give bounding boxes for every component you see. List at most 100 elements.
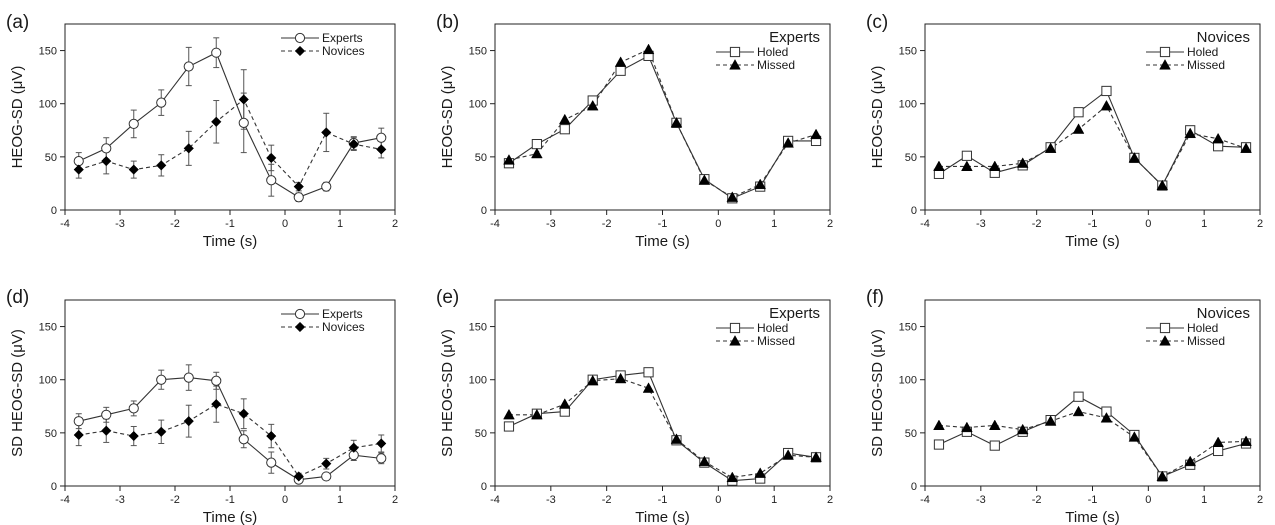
x-tick-label: 1 <box>1201 218 1207 230</box>
panel-letter: (a) <box>6 12 29 33</box>
x-tick-label: 1 <box>337 494 343 506</box>
data-point-novices <box>211 116 222 127</box>
data-point-missed <box>558 398 571 409</box>
data-point-novices <box>266 152 277 164</box>
data-point-holed <box>1101 85 1112 97</box>
data-point-missed <box>1100 99 1113 111</box>
x-tick-label: -4 <box>920 494 930 506</box>
x-tick-label: -4 <box>60 494 70 506</box>
data-point-missed <box>754 178 767 190</box>
data-point-missed <box>961 421 973 433</box>
data-point-novices <box>101 425 112 436</box>
data-point-missed <box>1240 142 1252 153</box>
legend-marker <box>729 46 741 58</box>
data-point-missed <box>614 372 627 384</box>
x-tick-label: 1 <box>771 218 777 230</box>
y-tick-label: 150 <box>39 322 57 334</box>
y-axis-title: SD HEOG-SD (μV) <box>869 329 886 457</box>
legend-marker <box>294 45 306 57</box>
legend-label: Missed <box>1187 58 1225 72</box>
x-tick-label: -3 <box>115 494 125 506</box>
data-point-missed <box>642 382 655 393</box>
data-point-missed <box>1072 405 1085 417</box>
data-point-experts <box>73 156 84 167</box>
legend-label: Holed <box>1187 321 1218 335</box>
x-tick-label: 2 <box>827 494 833 506</box>
x-tick-label: 1 <box>771 494 777 506</box>
data-point-missed <box>698 455 711 467</box>
data-point-missed <box>670 433 683 444</box>
x-tick-label: -1 <box>658 218 668 230</box>
legend-marker <box>729 335 741 346</box>
legend-label: Experts <box>322 307 363 321</box>
data-point-missed <box>782 137 794 148</box>
y-tick-label: 50 <box>45 152 57 164</box>
data-point-experts <box>376 453 387 464</box>
series-line-experts <box>78 377 382 481</box>
y-tick-label: 100 <box>469 99 487 111</box>
legend-label: Holed <box>757 321 788 335</box>
data-point-missed <box>1212 132 1224 144</box>
data-point-novices <box>128 164 139 175</box>
x-tick-label: -4 <box>920 218 930 230</box>
x-tick-label: -3 <box>546 218 556 230</box>
panel-letter: (c) <box>866 12 888 33</box>
x-tick-label: 0 <box>1145 218 1151 230</box>
data-point-novices <box>321 458 332 469</box>
series-line-holed <box>938 396 1247 478</box>
series-line-holed <box>938 90 1247 187</box>
legend-title: Experts <box>769 305 820 322</box>
y-axis-title: SD HEOG-SD (μV) <box>9 329 26 457</box>
legend-label: Experts <box>322 31 363 45</box>
data-point-experts <box>101 143 112 154</box>
series-line-novices <box>78 403 382 478</box>
y-tick-label: 50 <box>905 428 917 440</box>
data-point-novices <box>293 471 304 482</box>
legend-marker <box>1159 335 1171 346</box>
x-tick-label: -1 <box>1088 494 1098 506</box>
data-point-novices <box>238 408 249 419</box>
x-tick-label: 2 <box>1257 218 1263 230</box>
data-point-novices <box>211 399 222 410</box>
y-tick-label: 0 <box>51 205 57 217</box>
y-tick-label: 0 <box>481 481 487 493</box>
data-point-holed <box>531 139 542 150</box>
y-tick-label: 150 <box>899 322 917 334</box>
data-point-holed <box>989 440 1000 451</box>
legend-marker <box>294 308 306 320</box>
data-point-experts <box>321 471 332 482</box>
x-tick-label: -1 <box>225 218 235 230</box>
panel-d: (d) -4 -3 -2 -1 0 1 2 0 50 100 150 Time (s) SD HEOG-S… <box>6 287 398 525</box>
x-axis-title: Time (s) <box>635 233 689 250</box>
data-point-holed <box>1213 445 1224 457</box>
series-line-holed <box>508 55 817 199</box>
data-point-experts <box>183 372 194 383</box>
y-tick-label: 0 <box>911 205 917 217</box>
data-point-missed <box>1072 123 1085 134</box>
x-tick-label: -4 <box>490 494 500 506</box>
data-point-experts <box>321 181 332 192</box>
data-point-holed <box>615 65 626 76</box>
data-point-missed <box>782 449 794 460</box>
data-point-holed <box>643 367 654 378</box>
data-point-novices <box>156 160 167 171</box>
x-tick-label: -2 <box>1032 218 1042 230</box>
data-point-holed <box>1073 391 1084 402</box>
data-point-holed <box>933 439 945 450</box>
x-tick-label: -3 <box>976 218 986 230</box>
data-point-missed <box>1212 436 1224 447</box>
data-point-experts <box>128 403 139 414</box>
legend-marker <box>294 321 306 333</box>
data-point-novices <box>73 164 84 175</box>
y-tick-label: 0 <box>51 481 57 493</box>
series-line-novices <box>78 98 382 188</box>
legend-marker <box>294 32 306 44</box>
x-tick-label: -2 <box>1032 494 1042 506</box>
y-tick-label: 0 <box>481 205 487 217</box>
data-point-missed <box>933 419 945 430</box>
legend-title: Experts <box>769 29 820 46</box>
data-point-novices <box>321 127 332 138</box>
data-point-missed <box>1016 423 1029 435</box>
data-point-missed <box>810 128 822 140</box>
